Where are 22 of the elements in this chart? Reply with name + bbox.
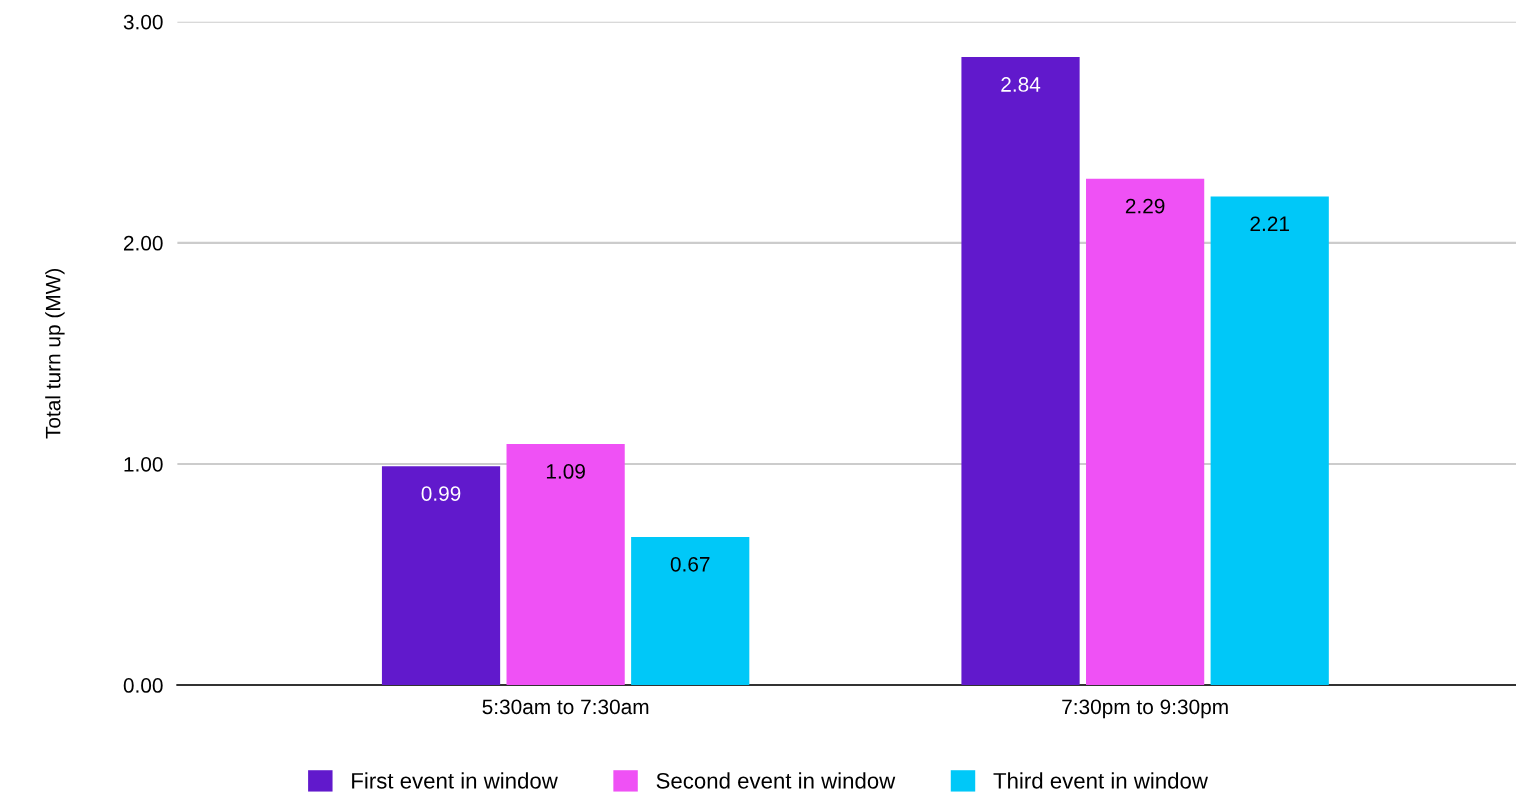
- legend-label: Third event in window: [993, 772, 1208, 789]
- y-tick-label: 2.00: [123, 235, 163, 251]
- x-tick-label: 7:30pm to 9:30pm: [1062, 699, 1228, 719]
- bar: [1210, 196, 1329, 686]
- bar: [631, 536, 750, 686]
- bar: [961, 57, 1080, 686]
- bar: [506, 444, 625, 686]
- legend-label: Second event in window: [656, 772, 896, 789]
- bar: [1086, 178, 1205, 686]
- y-tick-label: 1.00: [124, 456, 163, 472]
- data-label: 0.99: [421, 486, 461, 501]
- data-label: 0.67: [670, 556, 710, 572]
- bar: [381, 466, 501, 686]
- data-label: 2.29: [1125, 198, 1165, 214]
- data-label: 1.09: [546, 464, 585, 479]
- data-label: 2.21: [1250, 216, 1289, 231]
- y-tick-label: 0.00: [123, 678, 163, 693]
- x-tick-label: 5:30am to 7:30am: [482, 699, 649, 715]
- y-axis-title: Total turn up (MW): [45, 269, 65, 439]
- legend-label: First event in window: [352, 772, 558, 789]
- y-tick-label: 3.00: [123, 14, 163, 30]
- data-label: 2.84: [1001, 77, 1041, 92]
